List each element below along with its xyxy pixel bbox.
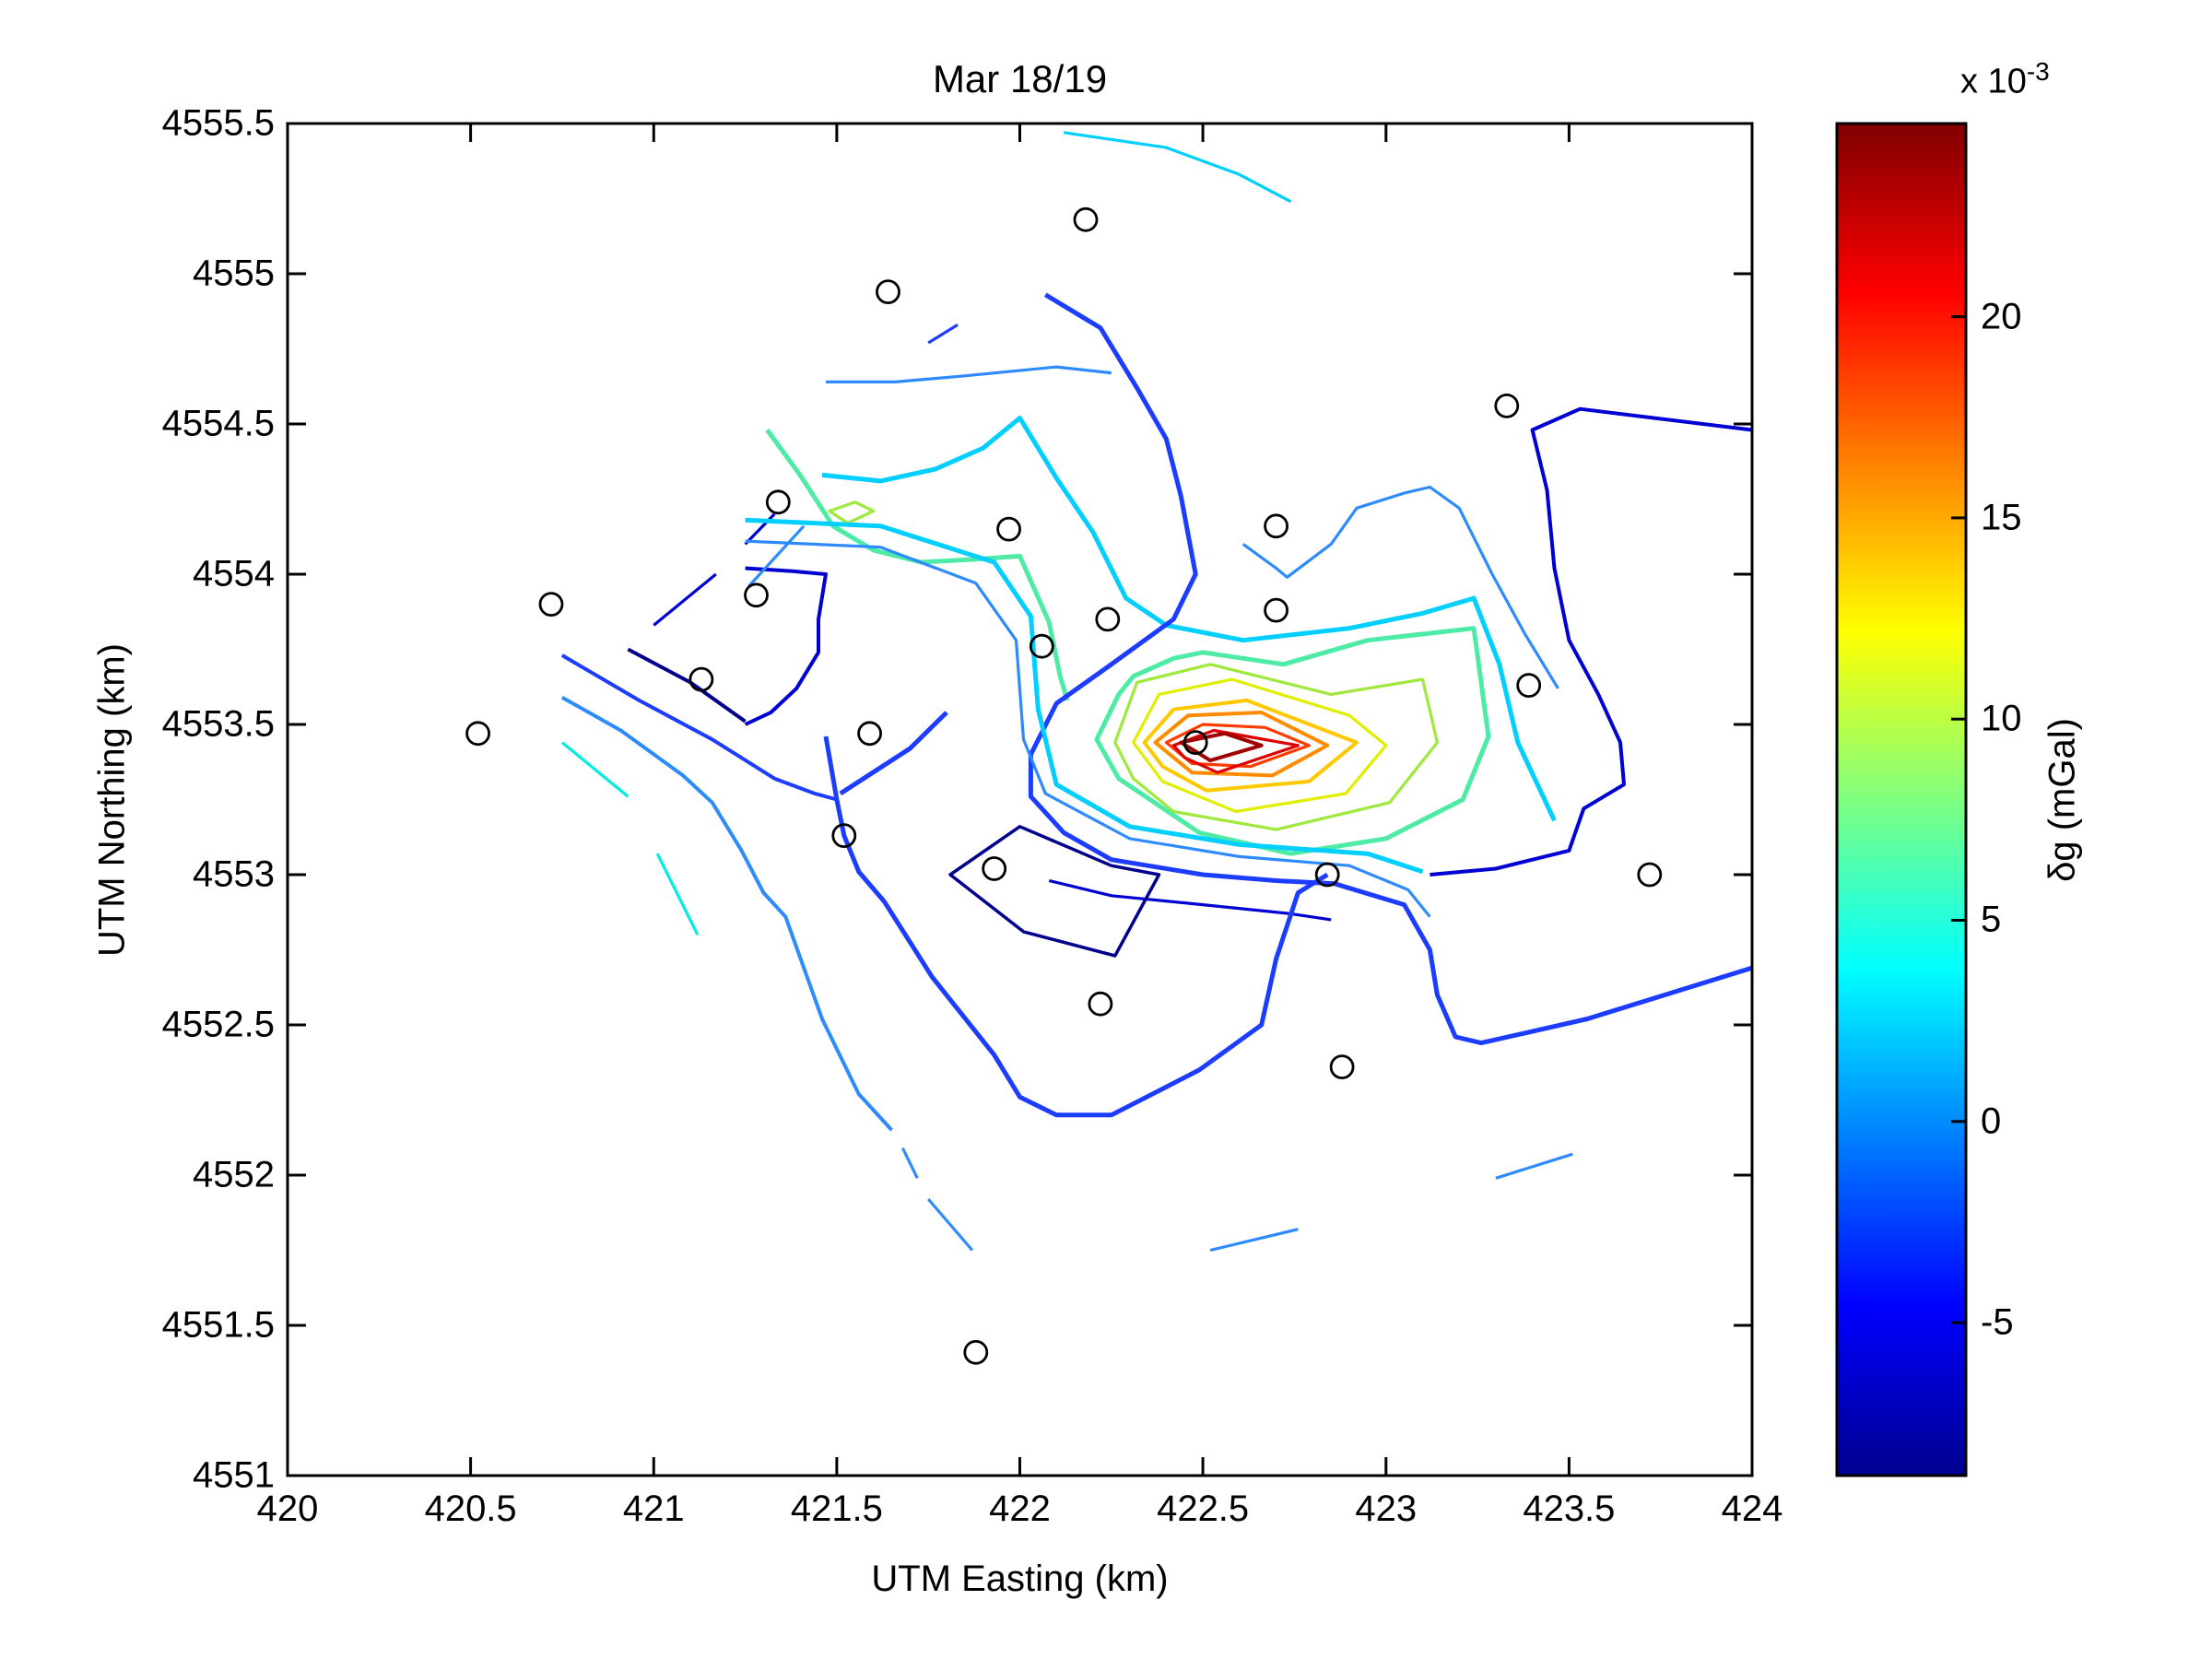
y-tick-label: 4554.5 [161, 403, 275, 444]
contour-layer [465, 131, 1752, 1365]
station-marker [465, 721, 490, 747]
chart-title: Mar 18/19 [932, 57, 1108, 100]
colorbar-scale-exponent: -3 [2026, 57, 2050, 86]
x-axis-label: UTM Easting (km) [871, 1559, 1169, 1599]
contour-line [1063, 131, 1292, 204]
station-marker [1073, 206, 1099, 232]
station-marker [1329, 1054, 1355, 1079]
station-marker [1637, 862, 1663, 888]
contour-line [560, 653, 838, 802]
y-tick-label: 4555.5 [161, 102, 275, 144]
contour-line [745, 517, 1424, 875]
y-tick-label: 4555 [193, 253, 275, 294]
y-tick-label: 4553.5 [161, 703, 275, 745]
axes-box [286, 122, 1754, 1477]
colorbar-label: δg (mGal) [2041, 717, 2083, 882]
colorbar-tick-label: -5 [1981, 1301, 2014, 1343]
station-marker [1494, 393, 1520, 418]
colorbar-scale-prefix: x 10 [1960, 62, 2027, 101]
contour-line [1131, 677, 1388, 814]
station-marker [688, 666, 714, 692]
contour-line [560, 695, 893, 1132]
y-tick-label: 4551 [193, 1454, 275, 1496]
colorbar-tick-label: 0 [1981, 1100, 2002, 1142]
station-marker [982, 856, 1007, 881]
x-tick-label: 422.5 [1157, 1488, 1250, 1529]
y-tick-label: 4554 [193, 553, 275, 594]
colorbar-tick-label: 20 [1981, 296, 2022, 337]
contour-line [747, 524, 806, 588]
x-tick-label: 424 [1721, 1488, 1783, 1529]
y-tick-label: 4553 [193, 853, 275, 895]
x-tick-label: 420 [256, 1488, 319, 1529]
y-tick-label: 4551.5 [161, 1304, 275, 1346]
station-marker [1182, 730, 1208, 755]
station-marker [876, 279, 900, 305]
station-marker [1314, 862, 1340, 888]
x-tick-label: 423.5 [1523, 1488, 1616, 1529]
y-tick-label: 4552 [193, 1154, 275, 1195]
station-marker [1029, 633, 1054, 659]
contour-line [653, 572, 717, 627]
colorbar [1835, 122, 1968, 1477]
contour-line [828, 500, 876, 525]
contour-line [823, 735, 1329, 1118]
contour-line [1142, 698, 1359, 793]
contour-line [745, 539, 1431, 918]
x-tick-label: 422 [989, 1488, 1051, 1529]
contour-line [1048, 878, 1332, 922]
station-marker [1264, 513, 1288, 539]
station-marker [1095, 606, 1121, 632]
x-tick-label: 421.5 [790, 1488, 883, 1529]
x-tick-label: 420.5 [424, 1488, 517, 1529]
station-marker [1516, 673, 1542, 698]
contour-line [826, 365, 1112, 383]
contour-line [560, 741, 629, 798]
contour-line [1430, 406, 1752, 877]
contour-line [1094, 626, 1491, 856]
station-marker [1088, 991, 1113, 1017]
contour-line [900, 1147, 919, 1180]
contour-line [1495, 1152, 1573, 1180]
station-marker [538, 592, 564, 617]
contour-line [821, 416, 1557, 822]
station-marker [963, 1339, 989, 1365]
colorbar-tick-label: 15 [1981, 497, 2022, 538]
contour-line [655, 853, 700, 935]
y-tick-label: 4552.5 [161, 1004, 275, 1045]
contour-line [1113, 663, 1440, 831]
station-marker [831, 823, 857, 848]
contour-line [627, 647, 747, 724]
contour-line [839, 711, 948, 796]
colorbar-tick-label: 10 [1981, 698, 2022, 739]
contour-line [1028, 292, 1752, 1046]
contour-line [744, 566, 828, 726]
contour-line [948, 825, 1161, 958]
colorbar-scale-note: x 10-3 [1960, 57, 2050, 102]
y-axis-label: UTM Northing (km) [91, 642, 133, 957]
contour-line [1171, 728, 1300, 774]
colorbar-tick-label: 5 [1981, 899, 2002, 940]
station-marker [996, 516, 1021, 542]
contour-line [1209, 1228, 1299, 1253]
contour-line [927, 324, 959, 345]
station-marker [765, 489, 791, 515]
contour-line [1164, 723, 1311, 769]
station-marker [1264, 597, 1288, 623]
station-marker [744, 582, 769, 608]
x-tick-label: 423 [1355, 1488, 1418, 1529]
x-tick-label: 421 [622, 1488, 685, 1529]
contour-line [1153, 711, 1330, 778]
contour-line [1179, 731, 1264, 763]
contour-line [926, 1198, 974, 1252]
contour-line [1241, 485, 1559, 689]
contour-line [765, 429, 1070, 701]
station-marker [857, 721, 882, 747]
